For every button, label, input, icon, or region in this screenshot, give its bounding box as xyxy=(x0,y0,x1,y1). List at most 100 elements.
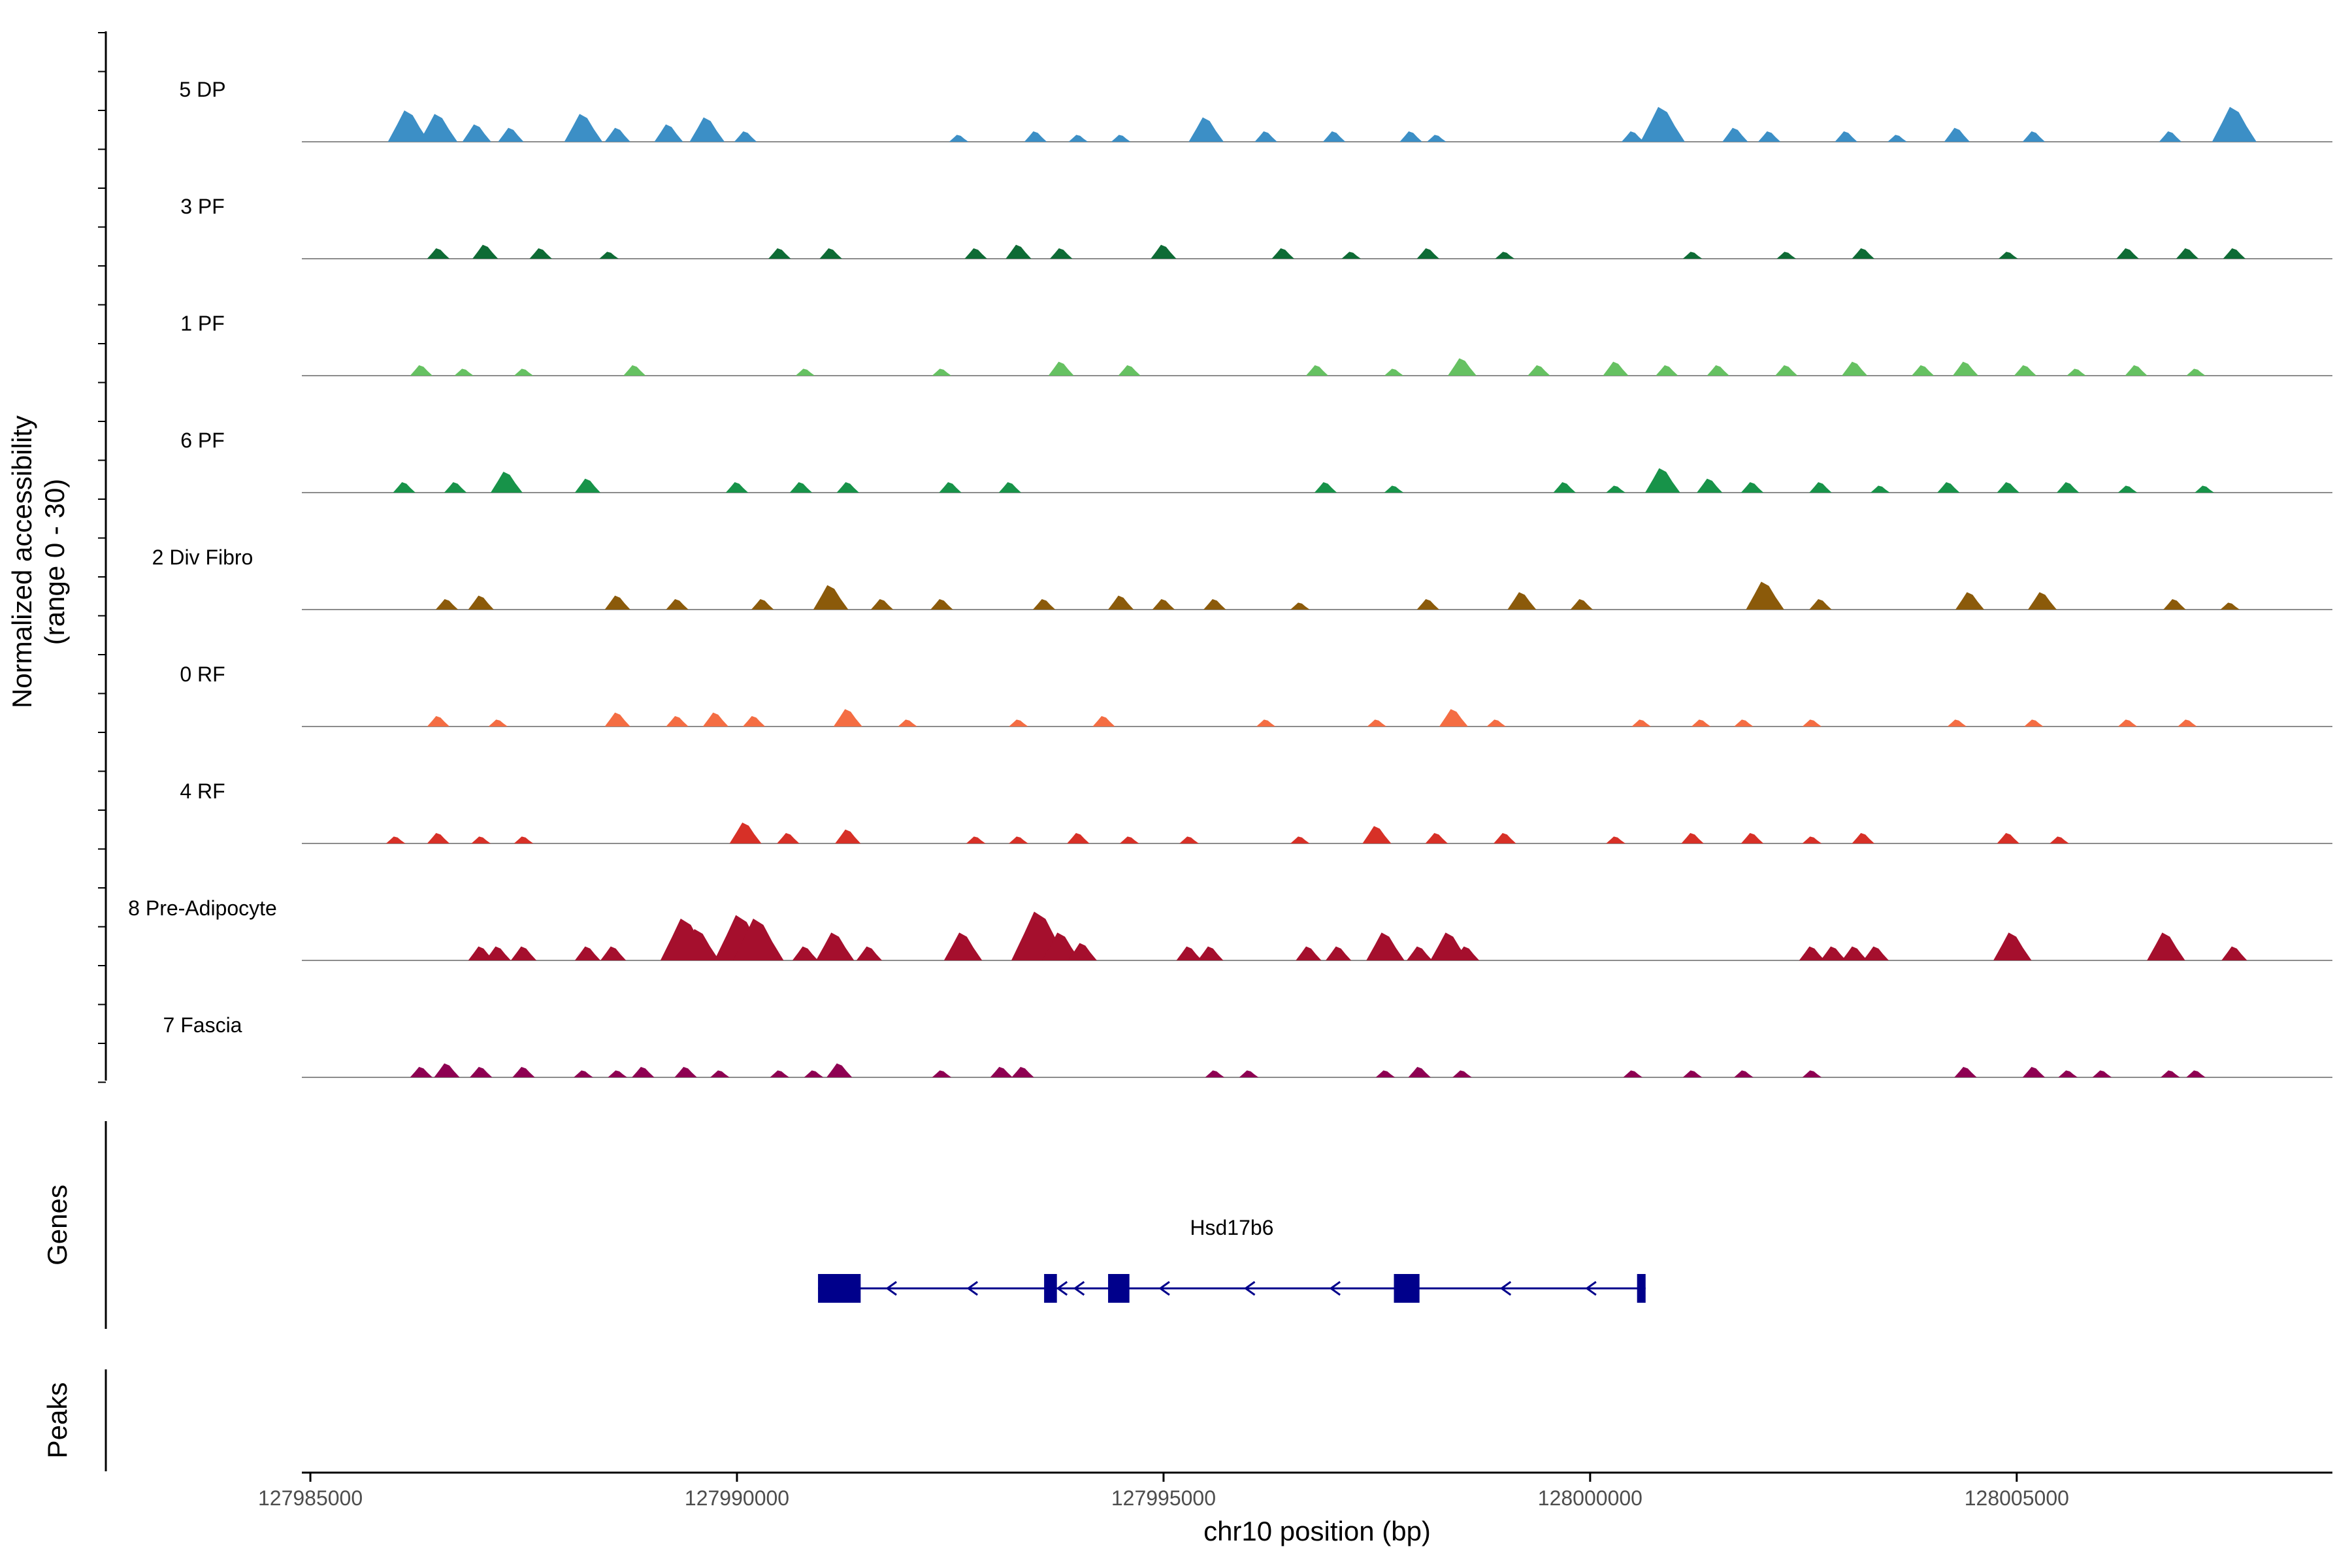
coverage-peak xyxy=(427,833,450,843)
coverage-peak xyxy=(462,124,491,142)
coverage-peak xyxy=(2186,1070,2206,1077)
coverage-peak xyxy=(491,472,523,493)
coverage-peak xyxy=(1606,836,1625,843)
coverage-peak xyxy=(1198,946,1224,960)
gene-exon xyxy=(1394,1274,1420,1303)
strand-arrow xyxy=(1499,1281,1512,1296)
coverage-peak xyxy=(1863,946,1889,960)
x-tick-label: 128005000 xyxy=(1965,1486,2069,1510)
coverage-peak xyxy=(1205,1070,1225,1077)
coverage-peak xyxy=(1722,127,1748,142)
coverage-peak xyxy=(1998,252,2018,259)
coverage-peak xyxy=(1997,482,2019,493)
coverage-peak xyxy=(1367,719,1387,727)
coverage-peak xyxy=(1955,592,1984,610)
coverage-peak xyxy=(1621,131,1644,142)
coverage-peak xyxy=(835,829,861,843)
strand-arrow xyxy=(1073,1281,1085,1296)
coverage-peak xyxy=(813,585,849,610)
coverage-peak xyxy=(1092,716,1115,727)
coverage-peak xyxy=(751,599,774,610)
track-7: 8 Pre-Adipocyte xyxy=(128,896,2332,961)
y-axis-accessibility xyxy=(98,31,107,1083)
coverage-peak xyxy=(1254,131,1277,142)
coverage-peak xyxy=(435,599,459,610)
track-8: 7 Fascia xyxy=(163,1013,2332,1078)
coverage-peak xyxy=(2028,592,2057,610)
coverage-peak xyxy=(1399,131,1422,142)
coverage-peak xyxy=(1656,365,1678,376)
coverage-peak xyxy=(1993,932,2032,960)
coverage-peak xyxy=(1802,719,1822,727)
coverage-peak xyxy=(1067,833,1090,843)
coverage-peak xyxy=(1734,719,1754,727)
coverage-peak xyxy=(600,946,627,960)
coverage-peak xyxy=(419,114,458,142)
track-label: 5 DP xyxy=(179,78,225,101)
coverage-peak xyxy=(1802,836,1822,843)
genes-panel-label: Genes xyxy=(42,1184,73,1266)
coverage-peak xyxy=(1486,719,1507,727)
coverage-peak xyxy=(1494,833,1516,843)
coverage-peak xyxy=(1011,1067,1034,1077)
coverage-peak xyxy=(1188,117,1224,142)
coverage-peak xyxy=(1042,932,1081,960)
coverage-peak xyxy=(1631,719,1652,727)
coverage-peak xyxy=(966,836,986,843)
coverage-peak xyxy=(1326,946,1352,960)
coverage-peak xyxy=(1681,833,1704,843)
coverage-peak xyxy=(1384,485,1404,493)
coverage-peak xyxy=(815,932,855,960)
coverage-peak xyxy=(1944,127,1970,142)
gene-name-label: Hsd17b6 xyxy=(1190,1216,1273,1239)
coverage-peak xyxy=(1322,131,1346,142)
coverage-peak xyxy=(870,599,894,610)
coverage-peak xyxy=(2176,248,2199,259)
strand-arrow xyxy=(885,1281,897,1296)
coverage-peak xyxy=(1452,1070,1472,1077)
coverage-peak xyxy=(1553,482,1576,493)
coverage-peak xyxy=(410,365,433,376)
coverage-peak xyxy=(1439,709,1468,727)
track-label: 0 RF xyxy=(180,662,225,686)
coverage-peak xyxy=(1820,946,1846,960)
coverage-peak xyxy=(1384,368,1404,376)
coverage-peak xyxy=(1408,1067,1431,1077)
coverage-peak xyxy=(1366,932,1405,960)
coverage-peak xyxy=(964,248,987,259)
coverage-peak xyxy=(1495,252,1515,259)
coverage-peak xyxy=(2220,602,2240,610)
coverage-peak xyxy=(804,1070,824,1077)
coverage-peak xyxy=(1682,252,1703,259)
strand-arrow xyxy=(1056,1281,1068,1296)
coverage-peak xyxy=(1947,719,1967,727)
coverage-peak xyxy=(2050,836,2069,843)
coverage-peak xyxy=(1068,943,1097,960)
coverage-peak xyxy=(434,1063,460,1077)
coverage-peak xyxy=(1179,836,1199,843)
coverage-peak xyxy=(1290,602,1310,610)
coverage-peak xyxy=(1024,131,1047,142)
coverage-peak xyxy=(1427,135,1446,142)
coverage-peak xyxy=(468,946,494,960)
coverage-peak xyxy=(1852,248,1874,259)
coverage-peak xyxy=(990,1067,1013,1077)
coverage-peak xyxy=(1623,1070,1642,1077)
coverage-peak xyxy=(1425,833,1448,843)
track-label: 8 Pre-Adipocyte xyxy=(128,896,277,920)
gene-track: Hsd17b6 xyxy=(818,1216,1646,1303)
coverage-peak xyxy=(1119,836,1139,843)
coverage-peak xyxy=(574,946,601,960)
coverage-peak xyxy=(2024,719,2044,727)
track-3: 6 PF xyxy=(180,429,2332,493)
coverage-peak xyxy=(1296,946,1322,960)
coverage-peak xyxy=(1416,248,1439,259)
x-axis-title: chr10 position (bp) xyxy=(1203,1516,1431,1546)
coverage-peak xyxy=(1757,131,1781,142)
coverage-peak xyxy=(1997,833,2019,843)
coverage-peak xyxy=(1799,946,1825,960)
coverage-peak xyxy=(498,127,524,142)
strand-arrow xyxy=(1585,1281,1597,1296)
coverage-peak xyxy=(454,368,474,376)
coverage-peak xyxy=(949,135,969,142)
